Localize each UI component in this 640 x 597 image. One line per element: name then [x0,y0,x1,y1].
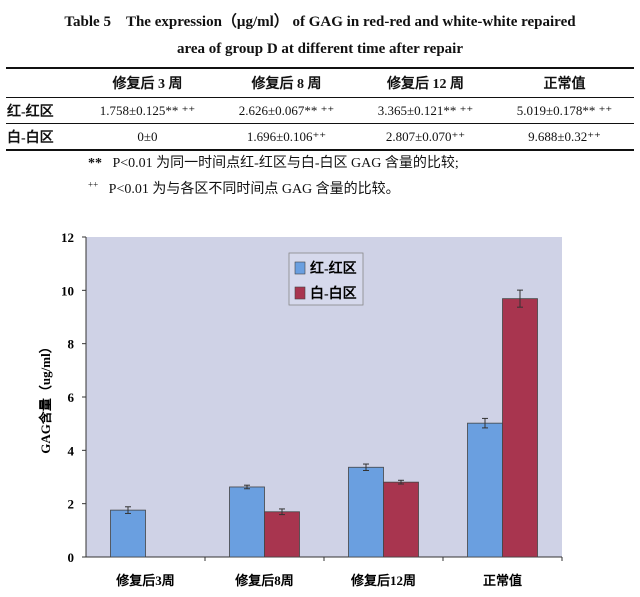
row-label: 红-红区 [6,97,78,124]
header-cell: 修复后 3 周 [78,68,217,98]
table-header-row: 修复后 3 周 修复后 8 周 修复后 12 周 正常值 [6,68,634,98]
bar [348,466,384,558]
x-tick-label: 修复后12周 [350,573,416,588]
table-row: 白-白区 0±0 1.696±0.106⁺⁺ 2.807±0.070⁺⁺ 9.6… [6,124,634,151]
table-cell: 9.688±0.32⁺⁺ [528,128,601,144]
table-cell: 5.019±0.178** ⁺⁺ [495,97,634,124]
footnote-mark: ++ [88,179,99,190]
bar [383,481,419,558]
table-cell: 1.696±0.106⁺⁺ [246,128,327,144]
bar [264,511,300,558]
bar [229,486,265,558]
table-title-line1: Table 5 The expression（μg/ml） of GAG in … [64,14,576,30]
table-cell: 2.807±0.070⁺⁺ [385,128,466,144]
bar [467,422,503,558]
y-tick-label: 6 [68,390,75,405]
bar [502,298,538,558]
bar [110,509,146,558]
footnote: ** P<0.01 为同一时间点红-红区与白-白区 GAG 含量的比较; [88,152,459,172]
y-tick-label: 2 [68,497,75,512]
x-tick-label: 正常值 [483,573,522,588]
y-axis-label: GAG含量（ug/ml） [38,340,53,453]
table-cell: 0±0 [137,128,158,144]
table-row: 红-红区 1.758±0.125** ⁺⁺ 2.626±0.067** ⁺⁺ 3… [6,97,634,124]
y-tick-label: 8 [68,337,75,352]
footnote: ++ P<0.01 为与各区不同时间点 GAG 含量的比较。 [88,178,400,198]
table-title-line2: area of group D at different time after … [176,41,464,57]
footnote-text: P<0.01 为同一时间点红-红区与白-白区 GAG 含量的比较; [112,156,459,171]
header-cell: 修复后 8 周 [217,68,356,98]
x-tick-label: 修复后8周 [234,573,294,588]
footnote-mark: ** [88,156,102,171]
legend-label: 白-白区 [310,285,357,302]
legend-label: 红-红区 [310,260,357,277]
table-cell: 1.758±0.125** ⁺⁺ [78,97,217,124]
footnote-text: P<0.01 为与各区不同时间点 GAG 含量的比较。 [108,182,400,197]
y-tick-label: 0 [68,550,75,565]
y-tick-label: 4 [68,443,75,458]
header-cell [6,68,78,98]
y-tick-label: 10 [61,283,74,298]
y-tick-label: 12 [61,230,74,245]
legend-swatch [294,261,306,275]
row-label: 白-白区 [7,130,54,146]
header-cell: 正常值 [495,68,634,98]
bar-chart: 0 2 4 6 8 10 12 GAG含量（ug/ml） 修复后3周 修复后8周 修复后12周 正常值… [38,230,563,588]
header-cell: 修复后 12 周 [356,68,495,98]
table-cell: 3.365±0.121** ⁺⁺ [356,97,495,124]
data-table: 修复后 3 周 修复后 8 周 修复后 12 周 正常值 红-红区 1.758±… [6,67,634,151]
table-cell: 2.626±0.067** ⁺⁺ [217,97,356,124]
legend-swatch [294,286,306,300]
x-tick-label: 修复后3周 [115,573,175,588]
